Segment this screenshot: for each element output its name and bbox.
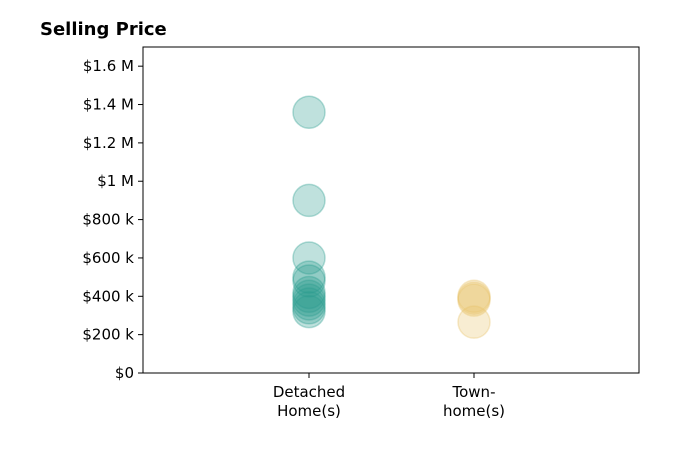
x-axis: Detached Home(s) Town-home(s) (273, 373, 505, 420)
y-tick-label: $1.2 M (83, 134, 134, 152)
data-point (292, 291, 326, 325)
x-tick-label: Detached Home(s) (273, 383, 345, 420)
data-point (457, 305, 491, 339)
data-point (457, 283, 491, 317)
data-point (457, 281, 491, 315)
x-tick-label-line: Detached (273, 383, 345, 401)
data-point (457, 279, 491, 314)
data-point (292, 294, 326, 329)
data-point (292, 241, 326, 275)
chart-title: Selling Price (40, 19, 167, 40)
data-point (292, 275, 326, 310)
data-point (292, 264, 326, 298)
x-tick-label: Town-home(s) (443, 383, 505, 420)
plot-frame (142, 46, 640, 374)
x-tick-label-line: Town- (452, 383, 496, 401)
data-point (292, 279, 326, 314)
data-point (292, 183, 326, 218)
data-point (292, 260, 326, 294)
x-tick-label-line: home(s) (443, 402, 505, 420)
data-points (292, 95, 491, 339)
data-point (292, 283, 326, 317)
y-tick-label: $1 M (97, 172, 134, 190)
y-axis: $0 $200 k $400 k $600 k $800 k $1 M $1.2 M $1.4… (82, 57, 143, 382)
y-tick-label: $600 k (82, 249, 134, 267)
data-point (292, 287, 326, 321)
y-tick-label: $400 k (82, 287, 134, 305)
x-tick-label-line: Home(s) (277, 402, 341, 420)
y-tick-label: $1.4 M (83, 96, 134, 114)
y-tick-label: $200 k (82, 326, 134, 344)
y-tick-label: $1.6 M (83, 57, 134, 75)
y-tick-label: $800 k (82, 211, 134, 229)
y-tick-label: $0 (115, 364, 134, 382)
data-point (292, 95, 326, 129)
